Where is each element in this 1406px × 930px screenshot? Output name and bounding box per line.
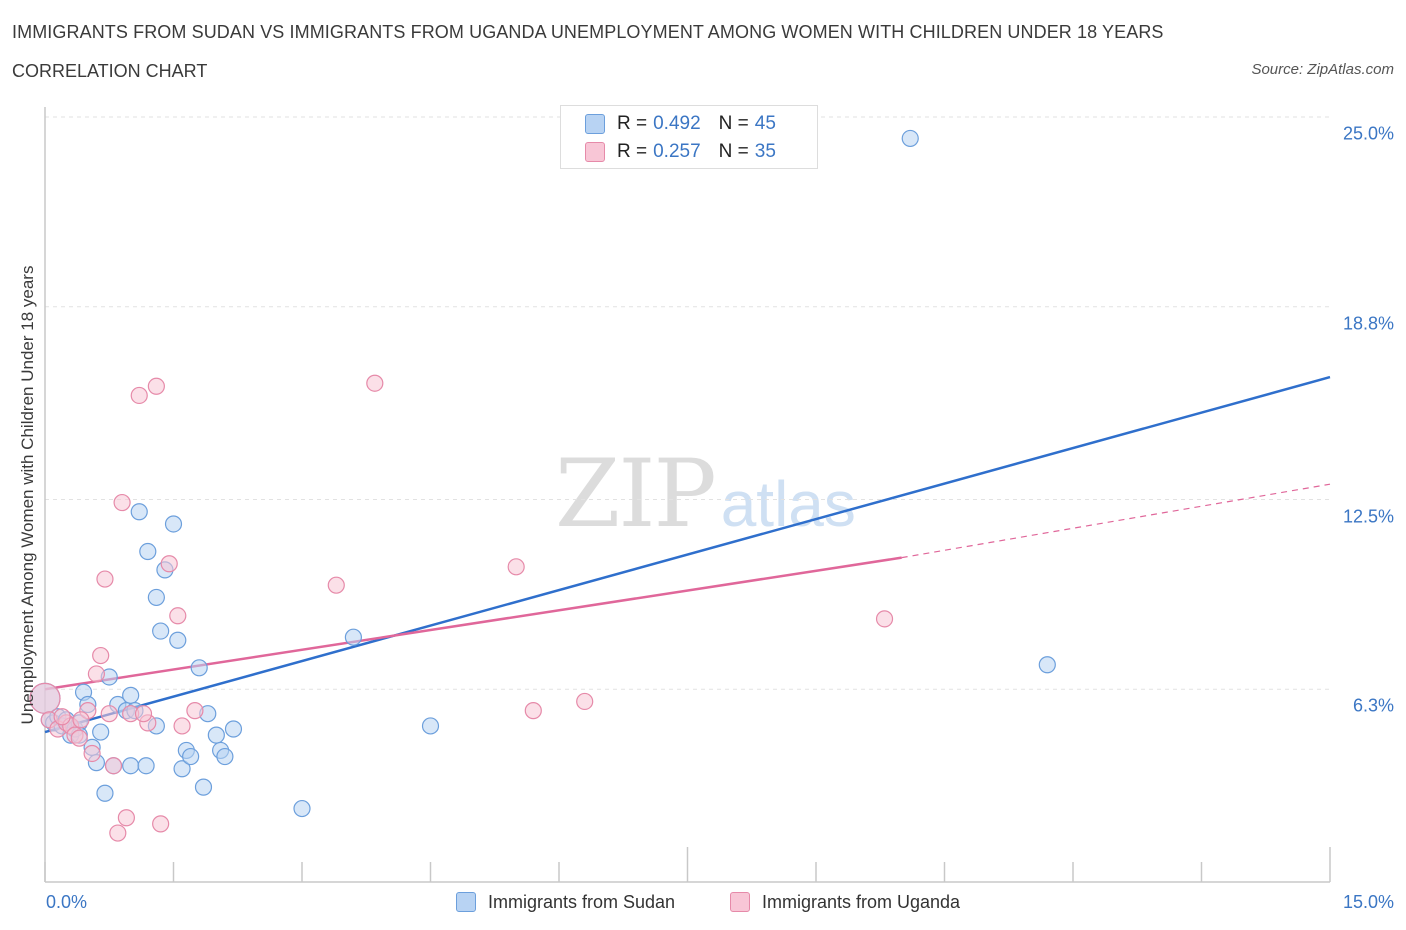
source-label: Source: ZipAtlas.com	[1251, 61, 1394, 78]
sudan-point	[901, 129, 919, 148]
sudan-point	[122, 757, 140, 775]
uganda-trendline	[44, 556, 902, 691]
uganda-point	[87, 665, 106, 683]
legend-n-value: 35	[754, 141, 776, 162]
y-tick-label: 12.5%	[1342, 506, 1394, 526]
sudan-point	[421, 717, 440, 735]
y-tick-label: 6.3%	[1352, 695, 1394, 716]
sudan-swatch-icon	[585, 114, 605, 134]
sudan-point	[147, 588, 165, 607]
chart-title: IMMIGRANTS FROM SUDAN VS IMMIGRANTS FROM…	[12, 22, 1164, 42]
sudan-trendline	[44, 375, 1331, 734]
uganda-point	[173, 717, 191, 735]
legend-r-label: R =	[617, 113, 648, 134]
x-tick-label-max: 15.0%	[1342, 892, 1394, 912]
uganda-legend-swatch-icon	[730, 892, 750, 912]
uganda-point	[507, 558, 525, 576]
sudan-point	[1038, 656, 1056, 674]
x-tick-label-min: 0.0%	[46, 892, 88, 912]
uganda-point	[83, 744, 101, 763]
sudan-point	[122, 686, 140, 704]
correlation-legend: R = 0.492 N = 45 R = 0.257 N = 35	[560, 105, 818, 169]
series-legend-sudan: Immigrants from Sudan	[456, 890, 675, 914]
sudan-point	[164, 515, 183, 533]
sudan-point	[190, 659, 208, 677]
sudan-point	[182, 747, 200, 766]
sudan-point	[139, 542, 157, 561]
uganda-point	[113, 493, 131, 512]
legend-row-sudan: R = 0.492 N = 45	[585, 112, 776, 136]
uganda-point	[100, 705, 118, 723]
legend-r-value: 0.492	[653, 113, 701, 134]
uganda-point	[160, 555, 178, 573]
uganda-point	[875, 610, 894, 628]
uganda-point	[130, 386, 148, 405]
uganda-point	[152, 815, 170, 833]
uganda-point	[186, 702, 204, 720]
uganda-point	[117, 809, 135, 827]
trendline-layer	[44, 375, 1331, 734]
y-tick-label: 25.0%	[1342, 123, 1394, 144]
sudan-point	[173, 760, 191, 778]
uganda-point	[72, 711, 90, 729]
axis-layer	[44, 107, 1331, 883]
legend-r-label: R =	[617, 141, 648, 162]
uganda-point	[327, 576, 345, 594]
grid-layer	[45, 116, 1330, 690]
uganda-point	[576, 692, 594, 711]
legend-n-label: N =	[718, 141, 749, 162]
uganda-point	[366, 374, 384, 392]
sudan-point	[293, 799, 311, 818]
uganda-point	[169, 607, 187, 625]
points-layer	[29, 129, 1056, 842]
uganda-point	[92, 646, 110, 665]
sudan-point	[96, 784, 114, 802]
legend-row-uganda: R = 0.257 N = 35	[585, 140, 776, 164]
sudan-point	[224, 720, 243, 738]
legend-n-label: N =	[718, 113, 749, 134]
uganda-swatch-icon	[585, 142, 605, 162]
sudan-point	[216, 747, 234, 766]
sudan-point	[137, 757, 155, 775]
uganda-point	[53, 708, 71, 726]
sudan-point	[169, 631, 187, 649]
uganda-point	[96, 570, 114, 588]
sudan-point	[92, 723, 110, 741]
sudan-point	[207, 726, 225, 744]
sudan-point	[344, 628, 362, 646]
sudan-point	[130, 503, 148, 521]
uganda-point	[134, 705, 153, 723]
y-tick-label: 18.8%	[1342, 313, 1394, 334]
uganda-point	[109, 824, 127, 842]
legend-r-value: 0.257	[653, 141, 701, 162]
legend-n-value: 45	[754, 113, 776, 134]
chart-subtitle: CORRELATION CHART	[12, 61, 208, 81]
series-legend-uganda: Immigrants from Uganda	[730, 890, 960, 914]
uganda-point	[524, 702, 542, 720]
sudan-point	[194, 778, 213, 796]
sudan-point	[152, 622, 170, 640]
series-legend-label: Immigrants from Uganda	[762, 891, 961, 912]
uganda-point	[147, 377, 165, 395]
sudan-legend-swatch-icon	[456, 892, 476, 912]
y-axis-label: Unemployment Among Women with Children U…	[18, 265, 37, 725]
series-legend-label: Immigrants from Sudan	[488, 891, 676, 912]
uganda-point	[104, 757, 123, 775]
uganda-point	[70, 729, 88, 747]
uganda-trendline-extrapolated	[901, 483, 1331, 559]
